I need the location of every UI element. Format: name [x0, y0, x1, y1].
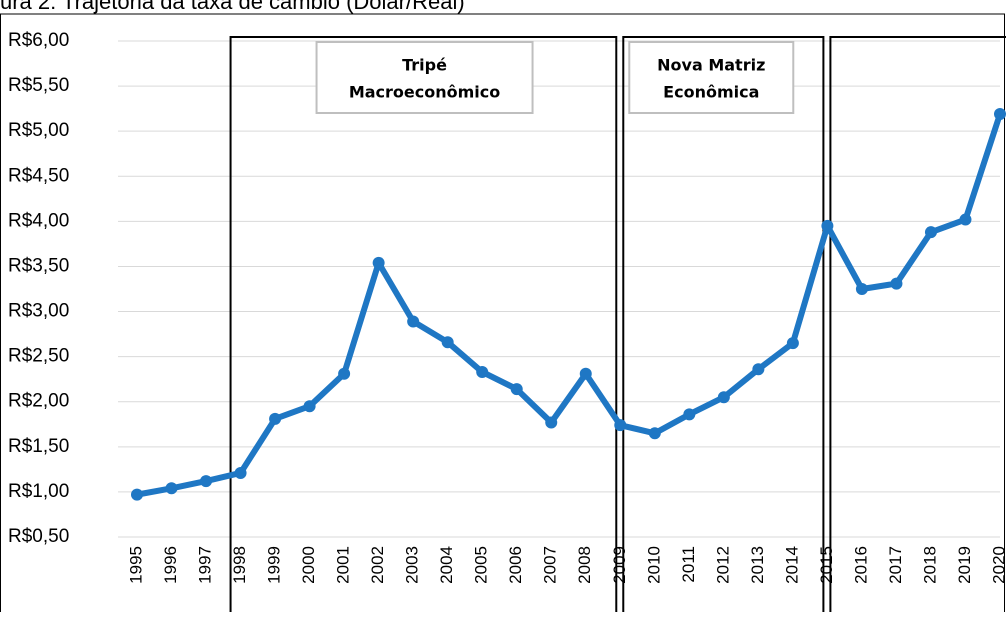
- chart-border: [0, 13, 1005, 617]
- line: [136, 113, 1003, 498]
- x-tick-label: 2010: [644, 546, 663, 584]
- point: [890, 277, 903, 290]
- x-tick-label: 2007: [541, 546, 560, 584]
- point: [924, 226, 937, 239]
- x-tick-label: 2013: [748, 546, 767, 584]
- x-tick-label: 2000: [299, 546, 318, 584]
- point: [994, 108, 1006, 121]
- period-box: [622, 36, 825, 617]
- point: [855, 283, 868, 295]
- y-tick-label: R$1,50: [8, 436, 69, 457]
- x-tick-label: 2018: [920, 546, 939, 584]
- point: [372, 256, 385, 269]
- period-label-box: [628, 41, 795, 114]
- point: [614, 419, 627, 432]
- period-label: Macroeconômico: [349, 83, 500, 102]
- point: [200, 475, 213, 488]
- point: [269, 412, 282, 425]
- period-box: [829, 36, 1006, 617]
- y-tick-label: R$2,50: [8, 346, 69, 367]
- period-label-box: [315, 41, 534, 114]
- x-tick-label: 2008: [575, 546, 594, 584]
- point: [821, 219, 834, 232]
- point: [407, 315, 420, 328]
- point: [752, 363, 765, 376]
- point: [648, 427, 661, 440]
- y-tick-label: R$4,50: [8, 165, 69, 186]
- x-tick-label: 2012: [713, 546, 732, 584]
- x-tick-label: 2011: [679, 546, 698, 583]
- point: [717, 391, 730, 404]
- x-tick-label: 2001: [334, 546, 353, 584]
- y-tick-label: R$5,00: [8, 120, 69, 141]
- y-tick-label: R$5,50: [8, 75, 69, 96]
- x-tick-label: 1998: [230, 546, 249, 584]
- y-tick-label: R$1,00: [8, 481, 69, 502]
- point: [165, 482, 178, 495]
- point: [786, 337, 799, 350]
- x-tick-label: 1996: [161, 546, 180, 584]
- point: [441, 336, 454, 349]
- x-tick-label: 2020: [989, 546, 1006, 584]
- point: [131, 488, 143, 501]
- period-label: Nova Matriz: [657, 56, 765, 75]
- point: [683, 408, 696, 421]
- x-tick-label: 2014: [782, 546, 801, 584]
- point: [579, 367, 592, 380]
- x-tick-label: 2016: [851, 546, 870, 584]
- point: [510, 383, 523, 396]
- x-tick-label: 1997: [196, 546, 215, 584]
- period-box: [229, 36, 618, 617]
- x-tick-label: 2002: [368, 546, 387, 584]
- x-tick-label: 2015: [817, 546, 836, 584]
- x-tick-label: 1999: [265, 546, 284, 584]
- x-tick-label: 1995: [126, 546, 145, 584]
- y-tick-label: R$3,50: [8, 255, 69, 276]
- y-tick-label: R$0,50: [8, 526, 69, 547]
- y-tick-label: R$4,00: [8, 210, 69, 231]
- period-label: Tripé: [402, 56, 447, 75]
- point: [234, 466, 247, 479]
- chart-title: ura 2: Trajetória da taxa de câmbio (Dól…: [0, 0, 465, 14]
- x-tick-label: 2009: [610, 546, 629, 584]
- x-tick-label: 2004: [437, 546, 456, 584]
- x-tick-label: 2003: [403, 546, 422, 584]
- y-tick-label: R$3,00: [8, 301, 69, 322]
- point: [959, 213, 972, 226]
- point: [476, 365, 489, 378]
- x-tick-label: 2005: [472, 546, 491, 584]
- x-tick-label: 2019: [955, 546, 974, 584]
- x-tick-label: 2017: [886, 546, 905, 584]
- point: [338, 367, 351, 380]
- y-tick-label: R$2,00: [8, 391, 69, 412]
- point: [303, 400, 316, 413]
- x-tick-label: 2006: [506, 546, 525, 584]
- y-tick-label: R$6,00: [8, 30, 69, 51]
- point: [545, 416, 558, 429]
- period-label: Econômica: [663, 83, 759, 102]
